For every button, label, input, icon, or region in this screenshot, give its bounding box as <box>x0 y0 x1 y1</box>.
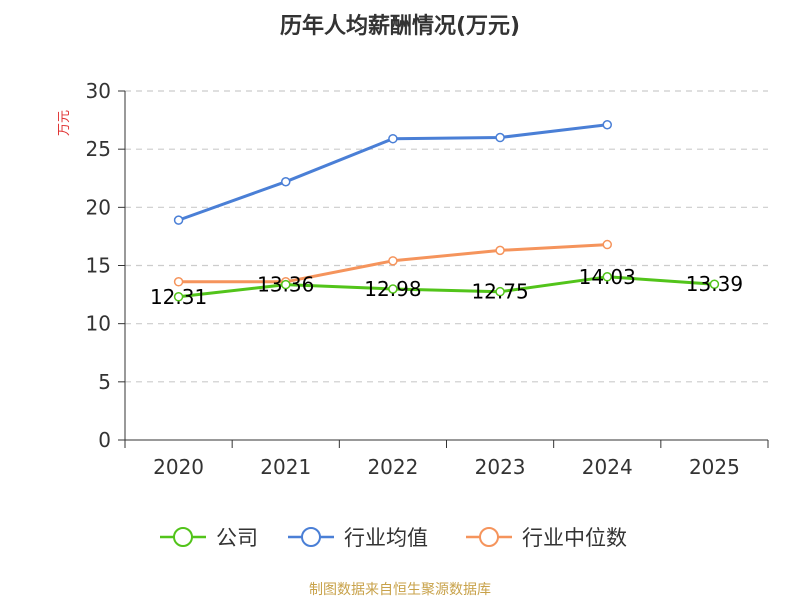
data-labels: 12.31 13.36 12.98 12.75 14.03 13.39 <box>150 265 743 309</box>
x-tick-label: 2024 <box>582 455 633 479</box>
data-point <box>709 279 720 289</box>
data-point <box>173 292 184 302</box>
legend-label: 公司 <box>216 526 258 550</box>
x-tick-label: 2021 <box>260 455 311 479</box>
series-lines <box>173 119 720 302</box>
data-label: 12.75 <box>471 280 528 304</box>
data-point <box>495 132 505 143</box>
data-point <box>602 119 612 130</box>
source-note: 制图数据来自恒生聚源数据库 <box>309 582 491 598</box>
data-label: 12.98 <box>364 277 421 301</box>
y-tick-label: 0 <box>98 428 111 452</box>
x-tick-label: 2025 <box>689 455 740 479</box>
data-point <box>173 215 184 225</box>
series-line <box>178 275 715 299</box>
data-point <box>388 133 398 144</box>
data-point <box>388 256 398 266</box>
data-point <box>602 239 612 250</box>
legend-item: 行业中位数 <box>466 526 627 550</box>
y-tick-label: 15 <box>86 254 111 278</box>
legend: 公司 行业均值 行业中位数 <box>160 526 627 550</box>
legend-item: 公司 <box>160 526 258 550</box>
y-tick-label: 25 <box>86 137 111 161</box>
data-point <box>602 272 612 282</box>
x-tick-label: 2020 <box>153 455 204 479</box>
legend-label: 行业均值 <box>344 526 428 550</box>
y-tick-label: 10 <box>86 312 111 336</box>
legend-label: 行业中位数 <box>522 526 627 550</box>
y-axis-unit: 万元 <box>57 110 72 136</box>
data-label: 14.03 <box>579 265 636 289</box>
y-tick-label: 30 <box>86 79 111 103</box>
data-point <box>281 279 291 290</box>
legend-marker <box>301 527 321 547</box>
data-point <box>388 284 398 294</box>
x-tick-label: 2023 <box>475 455 526 479</box>
data-label: 13.36 <box>257 273 314 297</box>
y-tick-label: 20 <box>86 195 111 219</box>
data-point <box>173 277 184 287</box>
chart-title: 历年人均薪酬情况(万元) <box>280 13 520 39</box>
x-tick-label: 2022 <box>367 455 418 479</box>
data-point <box>281 176 291 187</box>
grid-lines <box>125 90 768 383</box>
data-label: 12.31 <box>150 285 207 309</box>
legend-marker <box>173 527 193 547</box>
data-label: 13.39 <box>686 272 743 296</box>
y-tick-label: 5 <box>98 370 111 394</box>
legend-marker <box>479 527 499 547</box>
legend-item: 行业均值 <box>288 526 428 550</box>
data-point <box>495 286 505 297</box>
data-point <box>495 245 505 256</box>
